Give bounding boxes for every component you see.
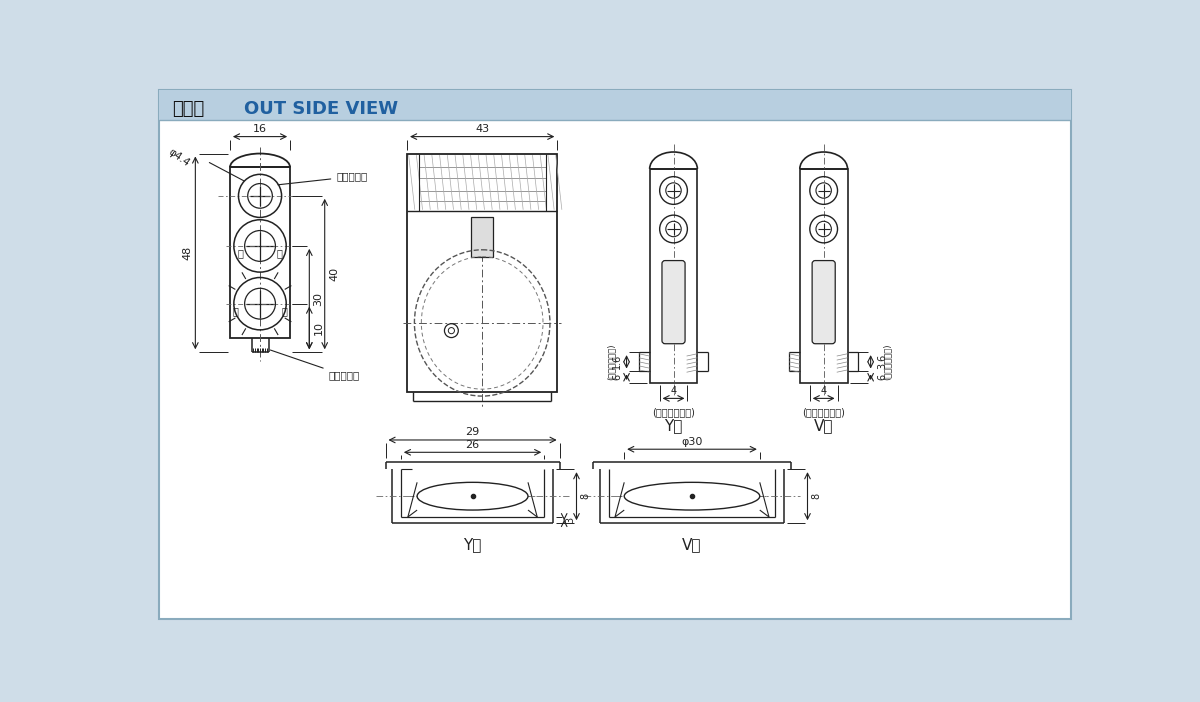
FancyBboxPatch shape (230, 167, 290, 338)
Text: 上下用ねじ: 上下用ねじ (278, 172, 367, 185)
Text: 上: 上 (238, 249, 244, 258)
Ellipse shape (624, 482, 760, 510)
Text: V型: V型 (683, 537, 702, 552)
Text: 下: 下 (277, 249, 283, 258)
Text: (上下調整範囲): (上下調整範囲) (607, 343, 616, 380)
Text: 左右用ギヤ: 左右用ギヤ (270, 350, 360, 380)
Text: (左右調整範囲): (左右調整範囲) (803, 407, 845, 417)
Text: 4: 4 (671, 385, 677, 396)
Text: 43: 43 (475, 124, 490, 134)
Text: (左右調整範囲): (左右調整範囲) (652, 407, 695, 417)
Text: 外形図: 外形図 (173, 100, 204, 118)
FancyBboxPatch shape (649, 169, 697, 383)
Text: Y型: Y型 (665, 418, 683, 433)
FancyBboxPatch shape (812, 260, 835, 344)
Bar (407, 154, 557, 392)
Text: 3.6: 3.6 (877, 355, 887, 369)
Text: 48: 48 (182, 246, 193, 260)
Text: 3: 3 (565, 517, 575, 523)
Text: 6: 6 (612, 374, 623, 380)
Text: OUT SIDE VIEW: OUT SIDE VIEW (244, 100, 398, 118)
Bar (160, 91, 1070, 119)
Text: 10: 10 (313, 321, 324, 335)
Text: 40: 40 (329, 267, 338, 281)
Bar (472, 218, 493, 258)
Text: 30: 30 (313, 292, 324, 306)
FancyBboxPatch shape (662, 260, 685, 344)
Text: φ30: φ30 (682, 437, 703, 446)
Text: 29: 29 (466, 428, 480, 437)
Text: Y型: Y型 (463, 537, 481, 552)
Text: 4: 4 (821, 385, 827, 396)
Text: 26: 26 (466, 439, 480, 449)
Text: φ4.4: φ4.4 (167, 147, 192, 168)
FancyBboxPatch shape (800, 169, 847, 383)
Text: 右: 右 (282, 306, 288, 317)
Text: 8: 8 (811, 493, 822, 499)
Text: (上下調整範囲): (上下調整範囲) (883, 343, 892, 380)
Text: 左: 左 (233, 306, 239, 317)
Text: 8: 8 (581, 493, 590, 499)
Text: V型: V型 (814, 418, 834, 433)
Ellipse shape (418, 482, 528, 510)
Text: 6: 6 (877, 374, 887, 380)
Text: 16: 16 (253, 124, 268, 134)
Text: 1.6: 1.6 (612, 355, 623, 369)
